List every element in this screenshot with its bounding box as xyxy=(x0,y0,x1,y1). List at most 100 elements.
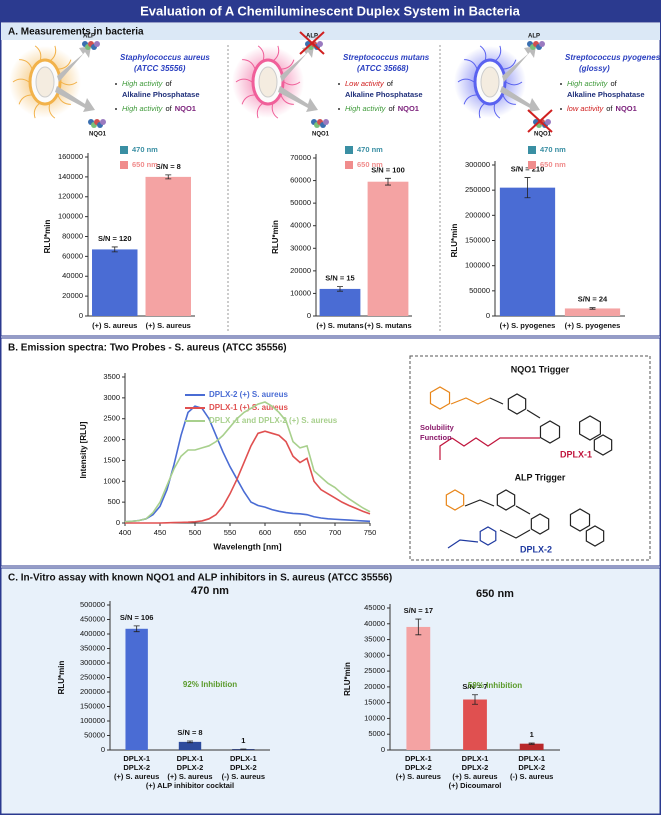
flagellum xyxy=(49,45,57,62)
bacterium-core xyxy=(480,66,500,98)
x-tick-label: DPLX-2 xyxy=(177,763,204,772)
bar xyxy=(92,249,138,316)
bullet-text: High activity of NQO1 xyxy=(122,104,196,113)
arrow xyxy=(57,46,91,82)
structure-label: Solubility xyxy=(420,423,455,432)
flagellum xyxy=(60,81,78,86)
x-tick-label: 500 xyxy=(189,528,202,537)
structure-ring xyxy=(530,513,550,535)
y-tick-label: 25000 xyxy=(364,666,385,675)
flagellum xyxy=(256,102,264,119)
y-tick-label: 0 xyxy=(486,311,490,320)
y-tick-label: 15000 xyxy=(364,698,385,707)
bullet-text: low activity of NQO1 xyxy=(567,104,637,113)
y-tick-label: 120000 xyxy=(58,192,83,201)
y-tick-label: 200000 xyxy=(80,687,105,696)
structure-bond xyxy=(526,409,541,419)
x-tick-label: (+) S. aureus xyxy=(452,772,497,781)
y-tick-label: 400000 xyxy=(80,629,105,638)
x-tick-label: (+) Dicoumarol xyxy=(449,781,502,790)
structure-ring xyxy=(445,489,465,511)
structure-ring xyxy=(496,489,516,511)
structure-bond xyxy=(451,437,540,447)
legend-label: DPLX -1 and DPLX-2 (+) S. aureus xyxy=(209,416,338,425)
bar-annotation: S/N = 15 xyxy=(325,274,354,283)
bar-annotation: 1 xyxy=(241,736,245,745)
organism-name: Streptococcus pyogenes xyxy=(565,53,661,62)
structure-ring xyxy=(539,420,561,444)
y-axis-title: Intensity [RLU] xyxy=(79,421,88,478)
y-tick-label: 70000 xyxy=(290,153,311,162)
bullet-text: High activity of xyxy=(567,79,618,88)
bullet-joiner: of xyxy=(165,79,172,88)
x-tick-label: (+) S. aureus xyxy=(167,772,212,781)
structure-ring xyxy=(507,393,527,415)
x-tick-label: (+) S. pyogenes xyxy=(565,321,621,330)
y-tick-label: 20000 xyxy=(62,291,83,300)
bullet-joiner: of xyxy=(165,104,172,113)
structure-ring xyxy=(569,508,591,532)
structure-label: NQO1 Trigger xyxy=(511,364,570,374)
organism-strain: (glossy) xyxy=(579,64,610,73)
error-bar xyxy=(111,246,118,253)
flagellum xyxy=(478,102,486,119)
x-tick-label: DPLX-1 xyxy=(462,754,489,763)
bar xyxy=(406,626,431,750)
bullet xyxy=(115,83,117,85)
enzyme-label: NQO1 xyxy=(312,132,330,138)
figure-title: Evaluation of A Chemiluminescent Duplex … xyxy=(140,3,521,18)
error-bar xyxy=(187,740,193,744)
x-tick-label: (+) S. aureus xyxy=(396,772,441,781)
title-bar xyxy=(0,0,661,22)
y-tick-label: 40000 xyxy=(62,271,83,280)
y-tick-label: 2500 xyxy=(103,414,120,423)
flagellum xyxy=(457,78,475,83)
bullet-joiner: of xyxy=(387,79,394,88)
bar-annotation: S/N = 17 xyxy=(404,606,433,615)
bullet-joiner: of xyxy=(610,79,617,88)
y-tick-label: 10000 xyxy=(290,288,311,297)
bullet-target: NQO1 xyxy=(398,104,419,113)
bullet-status: Low activity xyxy=(345,79,385,88)
bar-annotation: S/N = 7 xyxy=(462,682,487,691)
bar-annotation: S/N = 8 xyxy=(156,162,181,171)
flagellum xyxy=(494,45,502,62)
y-tick-label: 40000 xyxy=(364,619,385,628)
enzyme-blob xyxy=(317,41,323,47)
enzyme-blob xyxy=(545,119,551,125)
bar xyxy=(499,187,556,316)
structure-ring xyxy=(593,434,613,456)
flagellum xyxy=(502,59,517,70)
x-tick-label: (+) S. aureus xyxy=(92,321,137,330)
x-tick-label: (+) S. mutans xyxy=(316,321,363,330)
error-bar xyxy=(337,286,343,292)
arrow xyxy=(278,86,318,112)
flagellum xyxy=(280,59,295,70)
enzyme-blob xyxy=(94,41,100,47)
x-tick-label: (-) S. aureus xyxy=(222,772,265,781)
bullet-status: High activity xyxy=(122,79,164,88)
legend-swatch xyxy=(345,146,353,154)
bullet xyxy=(338,83,340,85)
y-tick-label: 250000 xyxy=(465,185,490,194)
y-tick-label: 150000 xyxy=(465,235,490,244)
y-tick-label: 0 xyxy=(101,745,105,754)
enzyme-blob xyxy=(100,119,106,125)
legend-label: 650 nm xyxy=(357,160,383,169)
structure-ring xyxy=(429,386,451,410)
y-tick-label: 5000 xyxy=(368,729,385,738)
structure-bond xyxy=(447,539,479,549)
structure-label: DPLX-1 xyxy=(560,449,592,459)
cross xyxy=(299,31,325,55)
y-tick-label: 45000 xyxy=(364,603,385,612)
x-tick-label: 600 xyxy=(259,528,272,537)
bullet-text: High activity of NQO1 xyxy=(345,104,419,113)
flagellum xyxy=(235,78,253,83)
legend-label: DPLX-1 (+) S. aureus xyxy=(209,403,288,412)
x-tick-label: DPLX-2 xyxy=(230,763,257,772)
bacterium-core xyxy=(258,66,278,98)
structure-label: DPLX-2 xyxy=(520,544,552,554)
legend-label: 470 nm xyxy=(132,145,158,154)
x-tick-label: 550 xyxy=(224,528,237,537)
